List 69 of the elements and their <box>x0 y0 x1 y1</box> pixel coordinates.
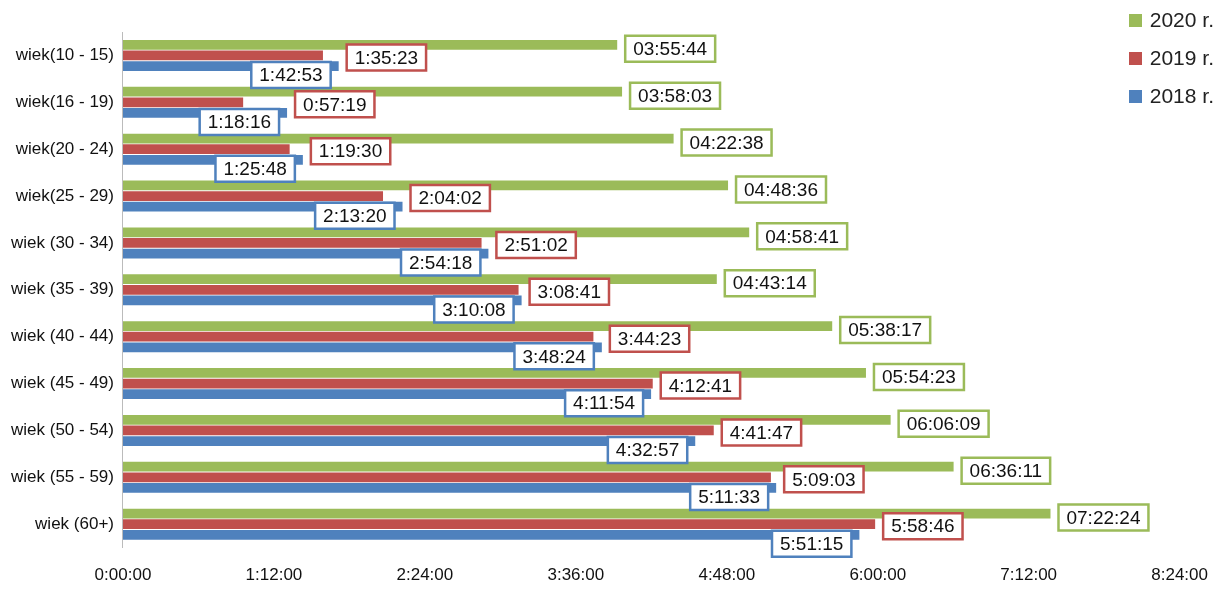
data-label: 06:36:11 <box>969 459 1043 481</box>
x-tick-label: 0:00:00 <box>94 565 152 585</box>
data-label: 5:58:46 <box>891 515 955 537</box>
x-tick-label: 3:36:00 <box>547 565 605 585</box>
data-label: 2:13:20 <box>323 204 387 226</box>
data-label: 0:57:19 <box>303 93 367 115</box>
y-tick-label: wiek (45 - 49) <box>10 373 114 393</box>
data-label: 3:44:23 <box>617 327 682 349</box>
bar <box>122 368 866 378</box>
y-tick-label: wiek (30 - 34) <box>10 232 114 252</box>
y-tick-label: wiek(10 - 15) <box>14 45 114 65</box>
bar <box>122 284 519 295</box>
data-label: 1:19:30 <box>318 140 383 162</box>
data-label: 4:11:54 <box>573 392 636 414</box>
data-label: 5:51:15 <box>780 533 844 555</box>
data-label: 04:48:36 <box>744 178 819 200</box>
bar <box>122 472 771 483</box>
y-tick-label: wiek(25 - 29) <box>14 185 114 205</box>
legend-label: 2019 r. <box>1149 46 1214 70</box>
bar <box>122 425 714 436</box>
legend-label: 2018 r. <box>1149 84 1214 108</box>
data-label: 1:25:48 <box>223 158 287 180</box>
data-label: 1:42:53 <box>259 64 323 86</box>
bar <box>122 97 244 108</box>
data-label: 3:10:08 <box>442 298 506 320</box>
bar <box>122 50 323 61</box>
data-label: 03:55:44 <box>633 38 708 60</box>
bar <box>122 414 891 425</box>
data-label: 07:22:24 <box>1066 506 1141 528</box>
data-label: 05:54:23 <box>881 366 956 388</box>
data-label: 05:38:17 <box>848 319 923 341</box>
y-tick-label: wiek (60+) <box>34 513 114 533</box>
y-tick-label: wiek (40 - 44) <box>10 326 114 346</box>
data-label: 04:43:14 <box>732 272 808 294</box>
data-label: 1:18:16 <box>207 111 272 133</box>
bar <box>122 331 594 342</box>
bar <box>122 144 290 155</box>
x-tick-label: 2:24:00 <box>396 565 454 585</box>
y-tick-label: wiek(20 - 24) <box>14 138 114 158</box>
data-label: 1:35:23 <box>354 46 419 68</box>
bar <box>122 378 653 389</box>
data-label: 04:58:41 <box>765 225 840 247</box>
bar <box>122 238 482 248</box>
data-label: 5:11:33 <box>698 486 761 508</box>
data-label: 4:12:41 <box>668 374 733 396</box>
data-label: 4:32:57 <box>615 439 680 461</box>
x-tick-label: 6:00:00 <box>849 565 907 585</box>
x-tick-label: 8:24:00 <box>1151 565 1209 585</box>
x-tick-label: 1:12:00 <box>245 565 303 585</box>
data-label: 03:58:03 <box>638 84 713 106</box>
data-label: 2:04:02 <box>418 187 482 209</box>
x-tick-label: 4:48:00 <box>698 565 756 585</box>
data-label: 06:06:09 <box>906 413 981 435</box>
data-label: 3:48:24 <box>522 345 587 367</box>
bar <box>122 461 954 472</box>
y-tick-label: wiek (35 - 39) <box>10 279 114 299</box>
bar <box>122 191 384 201</box>
data-label: 5:09:03 <box>792 468 856 490</box>
data-label: 04:22:38 <box>689 131 764 153</box>
data-label: 3:08:41 <box>537 281 602 303</box>
x-tick-label: 7:12:00 <box>1000 565 1058 585</box>
y-tick-label: wiek(16 - 19) <box>14 92 114 111</box>
data-label: 2:51:02 <box>504 234 568 256</box>
y-tick-label: wiek (55 - 59) <box>10 466 114 486</box>
y-tick-label: wiek (50 - 54) <box>10 420 114 440</box>
legend-label: 2020 r. <box>1149 8 1214 32</box>
data-label: 2:54:18 <box>409 251 473 273</box>
data-label: 4:41:47 <box>729 421 794 443</box>
bar <box>122 519 876 530</box>
